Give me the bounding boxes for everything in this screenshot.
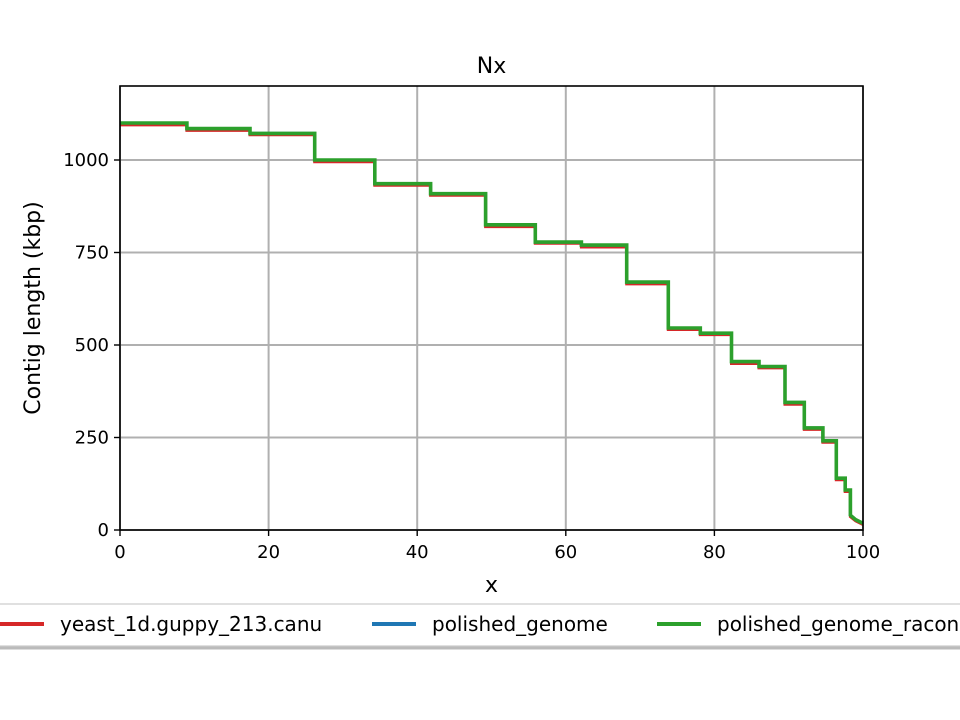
y-tick-label: 250 xyxy=(75,428,109,449)
y-tick-label: 500 xyxy=(75,335,109,356)
grid-lines xyxy=(119,86,864,531)
series-line-polished-genome xyxy=(120,121,864,525)
x-axis-label: x xyxy=(485,573,498,598)
x-tick-label: 20 xyxy=(257,542,280,563)
series-layer xyxy=(120,121,864,526)
x-axis: 0 20 40 60 80 100 xyxy=(114,530,880,563)
legend: yeast_1d.guppy_213.canu polished_genome po… xyxy=(0,603,960,650)
y-tick-label: 0 xyxy=(98,520,109,541)
y-tick-label: 1000 xyxy=(63,150,109,171)
series-line-polished-genome-racon xyxy=(120,121,864,525)
x-tick-label: 100 xyxy=(846,542,880,563)
x-tick-label: 60 xyxy=(554,542,577,563)
y-axis-label: Contig length (kbp) xyxy=(21,201,46,414)
x-tick-label: 40 xyxy=(406,542,429,563)
x-tick-label: 80 xyxy=(703,542,726,563)
plot-frame xyxy=(119,85,864,531)
legend-label: polished_genome xyxy=(432,612,608,636)
series-line-yeast-1d-guppy-213-canu xyxy=(120,123,864,526)
y-tick-label: 750 xyxy=(75,243,109,264)
legend-label: polished_genome_racon xyxy=(717,612,959,636)
chart-title: Nx xyxy=(477,54,506,79)
legend-label: yeast_1d.guppy_213.canu xyxy=(60,612,322,636)
legend-frame xyxy=(0,603,960,647)
x-tick-label: 0 xyxy=(114,542,125,563)
y-axis: 0 250 500 750 1000 xyxy=(63,150,120,541)
